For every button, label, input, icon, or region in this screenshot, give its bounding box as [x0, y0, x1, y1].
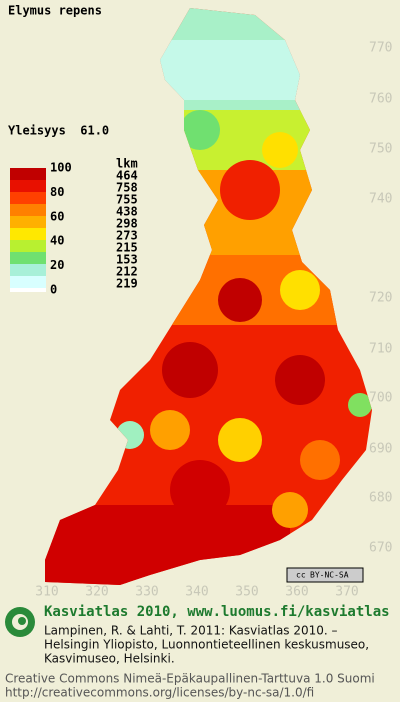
frequency: Yleisyys 61.0: [8, 124, 109, 138]
count: 298: [116, 217, 138, 231]
legend-swatch: [10, 192, 46, 204]
scale-label: 0: [50, 283, 57, 297]
scale-label: 100: [50, 161, 72, 175]
count: 464: [116, 169, 138, 183]
x-label: 360: [285, 585, 308, 600]
legend-swatch: [10, 264, 46, 276]
license-badge: cc BY-NC-SA: [286, 567, 364, 583]
y-label: 670: [369, 541, 392, 556]
license-line: Creative Commons Nimeä-Epäkaupallinen-Ta…: [5, 672, 375, 686]
y-label: 700: [369, 391, 392, 406]
legend-swatch: [10, 216, 46, 228]
count: 758: [116, 181, 138, 195]
x-label: 340: [185, 585, 208, 600]
y-label: 680: [369, 491, 392, 506]
license-line: http://creativecommons.org/licenses/by-n…: [5, 686, 314, 700]
species-title: Elymus repens: [8, 4, 102, 18]
count: 219: [116, 277, 138, 291]
grid-labels: 770 760 750 740 720 710 700 690 680 670 310 320 330 3…: [35, 41, 392, 600]
y-label: 740: [369, 192, 392, 207]
legend-swatch: [10, 168, 46, 180]
scale-label: 40: [50, 234, 64, 248]
legend-swatch: [10, 204, 46, 216]
x-label: 320: [85, 585, 108, 600]
cc-icon: cc: [296, 571, 306, 580]
count-header: lkm: [116, 157, 138, 171]
legend-swatch: [10, 180, 46, 192]
distribution-map: [45, 8, 372, 585]
count: 273: [116, 229, 138, 243]
legend-swatch: [10, 288, 46, 292]
citation-line: Helsingin Yliopisto, Luonnontieteellinen…: [44, 638, 369, 652]
count: 212: [116, 265, 138, 279]
citation-line: Kasvimuseo, Helsinki.: [44, 652, 175, 666]
legend-swatch: [10, 276, 46, 288]
x-label: 350: [235, 585, 258, 600]
scale-label: 80: [50, 185, 64, 199]
legend-swatch: [10, 228, 46, 240]
footer-heading: Kasviatlas 2010, www.luomus.fi/kasviatla…: [44, 604, 390, 620]
legend: 100806040200lkm4647587554382982732151532…: [10, 157, 138, 297]
count: 755: [116, 193, 138, 207]
y-label: 750: [369, 142, 392, 157]
x-label: 370: [335, 585, 358, 600]
scale-label: 20: [50, 258, 64, 272]
scale-label: 60: [50, 209, 64, 223]
citation-line: Lampinen, R. & Lahti, T. 2011: Kasviatla…: [44, 624, 338, 638]
y-label: 710: [369, 342, 392, 357]
x-label: 330: [135, 585, 158, 600]
count: 438: [116, 205, 138, 219]
logo: [5, 607, 35, 637]
y-label: 760: [369, 92, 392, 107]
count: 153: [116, 253, 138, 267]
license-badge-text: BY-NC-SA: [310, 571, 349, 580]
footer: Lampinen, R. & Lahti, T. 2011: Kasviatla…: [5, 624, 375, 700]
y-label: 770: [369, 41, 392, 56]
y-label: 690: [369, 442, 392, 457]
legend-swatch: [10, 252, 46, 264]
count: 215: [116, 241, 138, 255]
x-label: 310: [35, 585, 58, 600]
y-label: 720: [369, 291, 392, 306]
legend-swatch: [10, 240, 46, 252]
